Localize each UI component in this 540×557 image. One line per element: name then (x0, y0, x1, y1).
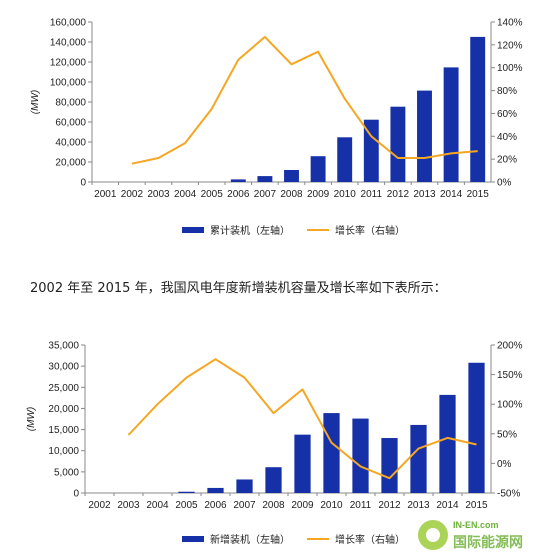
chart1-bar (417, 90, 432, 182)
chart2-x-tick-label: 2005 (175, 500, 198, 511)
chart1-bar (470, 36, 486, 183)
chart1-x-tick-label: 2005 (201, 189, 224, 200)
chart2-x-tick-label: 2008 (262, 500, 285, 511)
chart1-left-tick-label: 120,000 (50, 58, 87, 69)
chart1-bar (310, 156, 326, 182)
chart2-x-tick-label: 2006 (204, 500, 227, 511)
chart2-growth-line (127, 358, 477, 480)
chart1-bar (284, 170, 299, 182)
chart2-left-tick-label: 35,000 (48, 341, 79, 352)
chart1-x-tick-label: 2014 (440, 189, 463, 200)
chart1-left-tick-label: 60,000 (55, 118, 86, 129)
chart1-bar (337, 137, 353, 182)
caption-text: 2002 年至 2015 年，我国风电年度新增装机容量及增长率如下表所示： (30, 281, 447, 296)
chart2-right-tick-label: 0% (497, 459, 512, 470)
chart1-right-tick-label: 60% (497, 109, 517, 120)
chart2-x-tick-label: 2010 (320, 500, 343, 511)
chart1-left-tick-label: 100,000 (50, 78, 87, 89)
chart2-right-tick-label: -50% (497, 489, 520, 500)
chart1-x-tick-label: 2009 (307, 189, 330, 200)
chart1-legend-line-label: 增长率（右轴） (335, 224, 405, 237)
chart1-right-tick-label: 80% (497, 86, 517, 97)
chart1-left-tick-label: 20,000 (55, 158, 86, 169)
chart1-bar (230, 179, 246, 182)
chart2-x-tick-label: 2012 (378, 500, 401, 511)
chart1-legend-bar-label: 累计装机（左轴） (210, 224, 290, 237)
chart1-x-tick-label: 2012 (387, 189, 410, 200)
chart1-x-tick-label: 2010 (334, 189, 357, 200)
chart2-bar (207, 487, 224, 493)
chart2-bar (468, 362, 485, 493)
chart1-x-tick-label: 2011 (361, 189, 383, 200)
chart1-x-tick-label: 2003 (147, 189, 170, 200)
chart2-bar (352, 418, 369, 493)
chart1-x-tick-label: 2007 (254, 189, 277, 200)
chart2-y-axis-label: (MW) (26, 407, 37, 431)
chart1-right-tick-label: 100% (497, 63, 523, 74)
chart1-left-tick-label: 140,000 (50, 38, 87, 49)
watermark-leaf-icon (418, 520, 448, 550)
chart1-bar (390, 106, 406, 182)
chart2-left-tick-label: 20,000 (48, 404, 79, 415)
chart2-legend-bar-swatch (182, 536, 204, 542)
chart2-x-tick-label: 2009 (291, 500, 314, 511)
chart2-right-tick-label: 50% (497, 429, 517, 440)
chart2-bar (381, 438, 398, 493)
chart1-x-tick-label: 2002 (121, 189, 144, 200)
chart2-bar (294, 434, 311, 493)
chart1-left-tick-label: 80,000 (55, 98, 86, 109)
chart1-y-axis-label: (MW) (30, 90, 41, 114)
chart2-left-tick-label: 25,000 (48, 383, 79, 394)
chart2-bar (410, 424, 427, 493)
chart2-right-tick-label: 150% (497, 370, 523, 381)
chart2-x-tick-label: 2007 (233, 500, 256, 511)
chart1-x-tick-label: 2006 (227, 189, 250, 200)
chart2-bar (265, 467, 282, 493)
watermark-logo: IN-EN.com 国际能源网 (418, 520, 536, 554)
chart1-x-tick-label: 2013 (413, 189, 436, 200)
chart1-right-tick-label: 20% (497, 155, 517, 166)
chart1-left-tick-label: 160,000 (50, 18, 87, 29)
chart1-x-tick-label: 2015 (467, 189, 490, 200)
chart2-left-tick-label: 10,000 (48, 446, 79, 457)
cumulative-capacity-chart: 0 20,000 40,000 60,000 80,000 100,000 120,000 1… (30, 18, 523, 238)
chart2-left-tick-label: 30,000 (48, 362, 79, 373)
chart2-bar (236, 479, 253, 493)
chart2-x-tick-label: 2014 (436, 500, 459, 511)
chart2-x-tick-label: 2003 (117, 500, 140, 511)
chart2-x-tick-label: 2013 (407, 500, 430, 511)
chart2-bar (178, 491, 195, 493)
chart2-legend-bar-label: 新增装机（左轴） (210, 533, 290, 546)
chart1-left-tick-label: 40,000 (55, 138, 86, 149)
chart1-right-tick-label: 40% (497, 132, 517, 143)
chart1-x-tick-label: 2004 (174, 189, 197, 200)
watermark-brand-small: IN-EN.com (453, 520, 499, 530)
chart2-x-tick-label: 2011 (350, 500, 372, 511)
chart2-x-tick-label: 2015 (465, 500, 488, 511)
chart1-right-tick-label: 0% (497, 178, 512, 189)
chart1-bar (257, 176, 273, 182)
chart1-growth-line (131, 35, 478, 165)
chart2-right-tick-label: 200% (497, 341, 523, 352)
chart1-right-tick-label: 140% (497, 18, 523, 29)
new-capacity-chart: 0 5,000 10,000 15,000 20,000 25,000 30,000 35,0… (26, 341, 523, 547)
chart2-left-tick-label: 5,000 (54, 467, 79, 478)
chart1-right-tick-label: 120% (497, 40, 523, 51)
chart1-bar (443, 67, 459, 182)
chart1-x-tick-label: 2001 (94, 189, 117, 200)
chart1-bar (363, 119, 379, 182)
chart1-left-tick-label: 0 (80, 178, 86, 189)
chart2-left-tick-label: 0 (73, 489, 79, 500)
chart1-legend-bar-swatch (182, 227, 204, 233)
chart2-legend-line-label: 增长率（右轴） (335, 533, 405, 546)
watermark-brand-cn: 国际能源网 (453, 535, 523, 551)
chart2-left-tick-label: 15,000 (48, 425, 79, 436)
chart2-x-tick-label: 2004 (146, 500, 169, 511)
chart2-bar (439, 394, 456, 493)
chart2-x-tick-label: 2002 (88, 500, 111, 511)
chart2-right-tick-label: 100% (497, 400, 523, 411)
chart1-x-tick-label: 2008 (280, 189, 303, 200)
chart2-bar (323, 413, 340, 493)
